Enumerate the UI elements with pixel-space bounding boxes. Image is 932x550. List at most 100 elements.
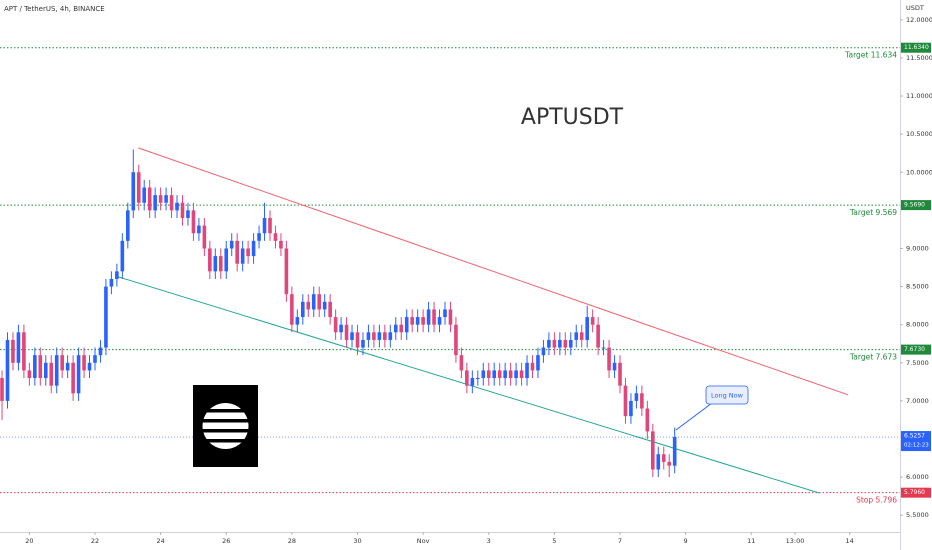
candle-body bbox=[22, 332, 26, 371]
level-axis-box bbox=[901, 487, 931, 498]
level-axis-label: 9.5690 bbox=[904, 202, 925, 209]
candle-body bbox=[191, 210, 196, 234]
candle-body bbox=[306, 301, 311, 310]
level-axis-box bbox=[901, 344, 931, 355]
candle-body bbox=[350, 332, 354, 340]
level-axis-label: 7.6730 bbox=[904, 346, 925, 353]
candle-body bbox=[93, 355, 97, 363]
candle-body bbox=[153, 195, 157, 211]
candle-body bbox=[186, 210, 190, 218]
candle-body bbox=[404, 317, 409, 333]
plot-area bbox=[0, 47, 900, 494]
level-axis-box bbox=[901, 42, 931, 53]
candle-body bbox=[11, 339, 15, 363]
candle-body bbox=[377, 332, 382, 340]
y-tick-label: 11.0000 bbox=[906, 92, 932, 100]
level-label: Target 11.634 bbox=[844, 51, 897, 60]
candle-body bbox=[421, 317, 425, 325]
candle-body bbox=[623, 385, 628, 417]
candle-body bbox=[38, 355, 43, 379]
candle-body bbox=[454, 324, 458, 356]
candle-body bbox=[601, 347, 606, 349]
candle-body bbox=[339, 324, 343, 333]
candle-body bbox=[596, 324, 600, 348]
candle-body bbox=[268, 217, 272, 234]
candle-body bbox=[109, 278, 114, 287]
x-tick-label: 28 bbox=[288, 537, 296, 545]
candle-body bbox=[333, 317, 338, 333]
candle-body bbox=[645, 408, 650, 432]
y-tick-label: 7.5000 bbox=[906, 359, 929, 367]
candle-body bbox=[399, 324, 404, 333]
candle-body bbox=[104, 286, 108, 348]
x-tick-label: 14 bbox=[846, 537, 854, 545]
candle-body bbox=[251, 240, 256, 257]
candle-body bbox=[82, 355, 86, 371]
candle-body bbox=[552, 339, 557, 348]
last-price-label: 6.5257 bbox=[904, 433, 925, 440]
candle-body bbox=[317, 294, 322, 310]
candle-body bbox=[563, 339, 568, 348]
candle-body bbox=[213, 256, 218, 272]
candle-body bbox=[175, 202, 179, 211]
candle-body bbox=[87, 362, 92, 371]
candle-body bbox=[541, 347, 546, 356]
level-axis-box bbox=[901, 200, 931, 211]
candle-body bbox=[65, 362, 70, 371]
x-tick-label: 9 bbox=[684, 537, 688, 545]
candle-body bbox=[388, 332, 393, 340]
x-tick-label: 13:00 bbox=[786, 537, 805, 545]
candle-body bbox=[49, 362, 54, 386]
candle-body bbox=[120, 240, 125, 272]
x-tick-label: 7 bbox=[618, 537, 622, 545]
candle-body bbox=[667, 461, 672, 466]
candle-body bbox=[33, 355, 37, 379]
symbol-header: APT / TetherUS, 4h, BINANCE bbox=[4, 5, 105, 13]
candle-body bbox=[5, 339, 10, 401]
candle-body bbox=[432, 309, 436, 325]
candle-body bbox=[218, 256, 223, 272]
candle-body bbox=[355, 332, 360, 348]
level-label: Target 9.569 bbox=[849, 208, 897, 217]
candle-body bbox=[322, 301, 327, 310]
candle-body bbox=[525, 362, 529, 379]
candle-body bbox=[519, 370, 524, 379]
candle-body bbox=[448, 309, 453, 325]
candle-body bbox=[590, 317, 595, 325]
candle-body bbox=[147, 187, 152, 211]
x-tick-label: 3 bbox=[487, 537, 491, 545]
candle-body bbox=[634, 393, 639, 401]
candle-body bbox=[344, 324, 349, 340]
candle-body bbox=[43, 362, 48, 379]
y-tick-label: 10.5000 bbox=[906, 130, 932, 138]
y-tick-label: 11.5000 bbox=[906, 54, 932, 62]
x-tick-label: Nov bbox=[417, 537, 430, 545]
candle-body bbox=[656, 454, 661, 470]
annotation-text: Long Now bbox=[711, 392, 744, 400]
candle-body bbox=[158, 195, 163, 203]
candle-body bbox=[208, 248, 212, 272]
candle-body bbox=[311, 294, 316, 310]
candle-body bbox=[486, 370, 491, 379]
x-tick-label: 11 bbox=[747, 537, 755, 545]
candle-body bbox=[547, 339, 551, 348]
candle-body bbox=[273, 233, 278, 241]
candle-body bbox=[443, 309, 447, 318]
candle-body bbox=[437, 317, 442, 325]
y-tick-label: 8.5000 bbox=[906, 283, 929, 291]
candle-body bbox=[60, 355, 64, 371]
candle-body bbox=[568, 339, 573, 348]
level-axis-label: 5.7960 bbox=[904, 489, 925, 496]
candle-body bbox=[169, 195, 174, 211]
candle-body bbox=[672, 437, 677, 466]
candle-body bbox=[246, 248, 250, 257]
x-tick-label: 5 bbox=[552, 537, 556, 545]
x-tick-label: 26 bbox=[222, 537, 230, 545]
candle-body bbox=[503, 370, 507, 379]
candle-body bbox=[361, 339, 365, 348]
candle-body bbox=[290, 294, 294, 325]
candle-body bbox=[262, 217, 267, 234]
candle-body bbox=[240, 248, 245, 264]
candle-body bbox=[257, 233, 261, 241]
